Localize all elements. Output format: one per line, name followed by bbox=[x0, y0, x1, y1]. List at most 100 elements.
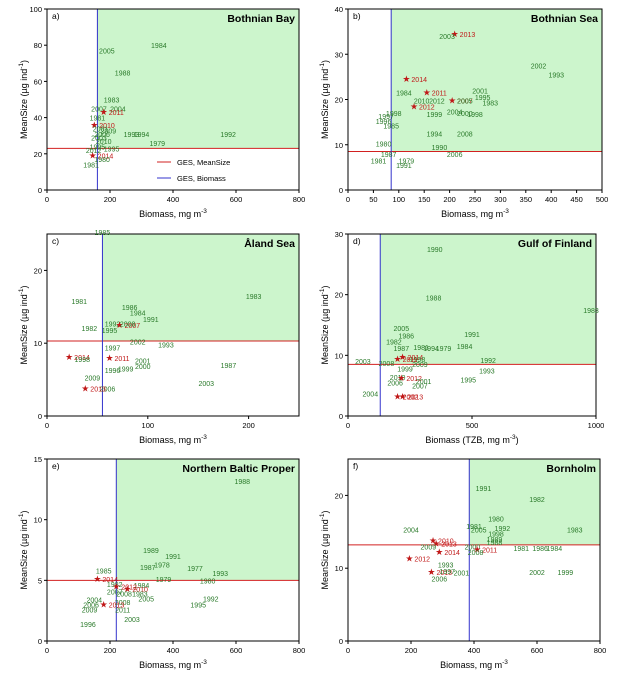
x-tick-label: 200 bbox=[242, 421, 255, 430]
data-point-label: 2009 bbox=[85, 375, 101, 382]
x-tick-label: 200 bbox=[443, 195, 456, 204]
legend-biomass-label: GES, Biomass bbox=[177, 174, 226, 183]
x-tick-label: 0 bbox=[45, 646, 49, 655]
ges-region bbox=[380, 234, 596, 365]
data-point-label: 2001 bbox=[93, 126, 109, 133]
data-point-label: 1991 bbox=[165, 554, 181, 561]
data-point-label: 1981 bbox=[83, 163, 99, 170]
data-point-star: ★ bbox=[100, 601, 108, 611]
data-point-label: 2007 bbox=[91, 107, 107, 114]
x-tick-label: 800 bbox=[293, 195, 306, 204]
y-tick-label: 20 bbox=[335, 491, 343, 500]
data-point-label: 1982 bbox=[107, 582, 123, 589]
data-point-label: 1985 bbox=[95, 230, 111, 237]
x-axis-label-text: Biomass (TZB, mg m bbox=[425, 435, 510, 445]
x-tick-label: 100 bbox=[142, 421, 155, 430]
x-tick-label: 400 bbox=[468, 646, 481, 655]
data-point-star: ★ bbox=[93, 575, 101, 585]
x-tick-label: 50 bbox=[369, 195, 377, 204]
data-point-label: 1979 bbox=[156, 577, 172, 584]
data-point-label: 1992 bbox=[220, 132, 236, 139]
data-point-label: 1993 bbox=[212, 571, 228, 578]
x-tick-label: 200 bbox=[104, 195, 117, 204]
x-tick-label: 0 bbox=[45, 195, 49, 204]
panel-bornholm: 0 200 400 600 800 0 10 20 f) Bornholm Biomass, mg … bbox=[319, 458, 606, 670]
x-tick-label: 400 bbox=[167, 646, 180, 655]
data-point-label: 1996 bbox=[80, 622, 96, 629]
x-axis-label-sup: -3 bbox=[502, 659, 508, 666]
data-point-star: ★ bbox=[394, 355, 402, 365]
data-point-label: 2003 bbox=[124, 617, 140, 624]
data-point-label: 2001 bbox=[416, 379, 432, 386]
x-axis-label-sup: -3 bbox=[201, 434, 207, 441]
data-point-label: 1983 bbox=[246, 294, 262, 301]
x-axis-label-end: ) bbox=[516, 435, 519, 445]
panel-title: Bornholm bbox=[546, 463, 596, 475]
data-point-star: ★ bbox=[100, 108, 108, 118]
x-axis-label-sup: -3 bbox=[201, 208, 207, 215]
data-point-label: 1991 bbox=[143, 317, 159, 324]
panel-title: Åland Sea bbox=[244, 237, 295, 250]
data-point-label: 2008 bbox=[457, 131, 473, 138]
data-point-label: 2006 bbox=[94, 132, 110, 139]
x-axis-label: Biomass (TZB, mg m-3) bbox=[425, 434, 518, 445]
y-axis-label-text: MeanSize (µg ind bbox=[320, 294, 330, 364]
data-point-label: 1994 bbox=[134, 132, 150, 139]
data-point-label: 1978 bbox=[154, 563, 170, 570]
x-axis-label: Biomass, mg m-3 bbox=[139, 208, 207, 219]
data-point-label: 2009 bbox=[412, 362, 428, 369]
data-point-star: ★ bbox=[399, 353, 407, 363]
data-point-label: 2014 bbox=[444, 550, 460, 557]
legend: GES, MeanSize GES, Biomass bbox=[157, 158, 230, 183]
data-point-label: 2013 bbox=[460, 32, 476, 39]
data-point-label: 1986 bbox=[122, 305, 138, 312]
data-point-label: 2010 bbox=[99, 123, 115, 130]
x-tick-label: 600 bbox=[230, 195, 243, 204]
data-point-label: 2012 bbox=[86, 148, 102, 155]
y-tick-label: 20 bbox=[34, 150, 42, 159]
x-axis-label-sup: -3 bbox=[503, 208, 509, 215]
y-tick-label: 20 bbox=[335, 291, 343, 300]
data-point-label: 1986 bbox=[398, 333, 414, 340]
data-point-label: 1985 bbox=[96, 569, 112, 576]
x-axis-label-text: Biomass, mg m bbox=[139, 209, 201, 219]
data-point-label: 1985 bbox=[383, 123, 399, 130]
data-point-label: 1998 bbox=[74, 357, 90, 364]
data-point-label: 2008 bbox=[468, 550, 484, 557]
data-point-label: 1986 bbox=[532, 546, 548, 553]
data-point-label: 1979 bbox=[436, 346, 452, 353]
y-axis-label-text: MeanSize (µg ind bbox=[19, 519, 29, 589]
data-point-label: 2011 bbox=[432, 91, 447, 98]
data-point-label: 1992 bbox=[105, 322, 121, 329]
data-point-label: 2003 bbox=[355, 359, 371, 366]
data-point-label: 1999 bbox=[397, 367, 413, 374]
data-point-label: 2014 bbox=[98, 154, 114, 161]
data-point-label: 2002 bbox=[531, 64, 547, 71]
y-axis-label-end: ) bbox=[19, 510, 29, 513]
y-tick-label: 80 bbox=[34, 41, 42, 50]
data-point-label: 1993 bbox=[158, 343, 174, 350]
data-point-star: ★ bbox=[432, 539, 440, 549]
y-tick-label: 30 bbox=[335, 50, 343, 59]
data-point-label: 2004 bbox=[110, 107, 126, 114]
data-point-label: 1998 bbox=[410, 357, 426, 364]
y-tick-label: 10 bbox=[335, 564, 343, 573]
panel-bothnian-sea: 0 50 100 150 200 250 300 350 400 450 500 0 10 20 30 40 b… bbox=[319, 5, 608, 219]
data-point-label: 2010 bbox=[96, 139, 112, 146]
x-tick-label: 150 bbox=[418, 195, 431, 204]
data-point-label: 2005 bbox=[99, 49, 115, 56]
data-point-label: 1993 bbox=[124, 132, 140, 139]
data-point-label: 2000 bbox=[457, 111, 473, 118]
data-point-label: 2011 bbox=[109, 110, 124, 117]
panel-tag: b) bbox=[353, 11, 361, 21]
y-tick-label: 0 bbox=[38, 412, 42, 421]
y-axis-label-text: MeanSize (µg ind bbox=[19, 294, 29, 364]
data-point-label: 2004 bbox=[447, 110, 463, 117]
data-point-label: 1995 bbox=[102, 328, 118, 335]
data-point-star: ★ bbox=[65, 353, 73, 363]
data-point-label: 1990 bbox=[427, 247, 443, 254]
panel-tag: a) bbox=[52, 11, 60, 21]
data-point-label: 2013 bbox=[90, 386, 106, 393]
y-axis-label-sup: -1 bbox=[18, 288, 25, 294]
